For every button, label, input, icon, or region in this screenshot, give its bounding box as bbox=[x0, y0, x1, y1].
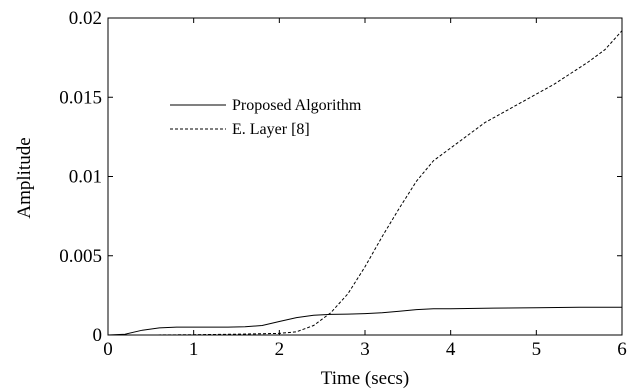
x-tick-label: 4 bbox=[446, 339, 456, 360]
plot-area bbox=[108, 18, 622, 335]
x-tick-label: 6 bbox=[617, 339, 627, 360]
x-axis-label: Time (secs) bbox=[321, 368, 410, 389]
x-tick-label: 5 bbox=[532, 339, 542, 360]
y-tick-label: 0.005 bbox=[59, 246, 102, 267]
x-tick-label: 2 bbox=[275, 339, 285, 360]
x-tick-label: 3 bbox=[360, 339, 370, 360]
y-tick-label: 0.015 bbox=[59, 87, 102, 108]
x-tick-label: 0 bbox=[103, 339, 113, 360]
y-tick-label: 0.02 bbox=[69, 8, 102, 29]
y-axis-label: Amplitude bbox=[14, 137, 35, 218]
legend-label-0: Proposed Algorithm bbox=[232, 97, 362, 114]
y-tick-label: 0.01 bbox=[69, 167, 102, 188]
x-tick-label: 1 bbox=[189, 339, 199, 360]
y-tick-label: 0 bbox=[93, 325, 103, 346]
legend-label-1: E. Layer [8] bbox=[232, 121, 310, 138]
